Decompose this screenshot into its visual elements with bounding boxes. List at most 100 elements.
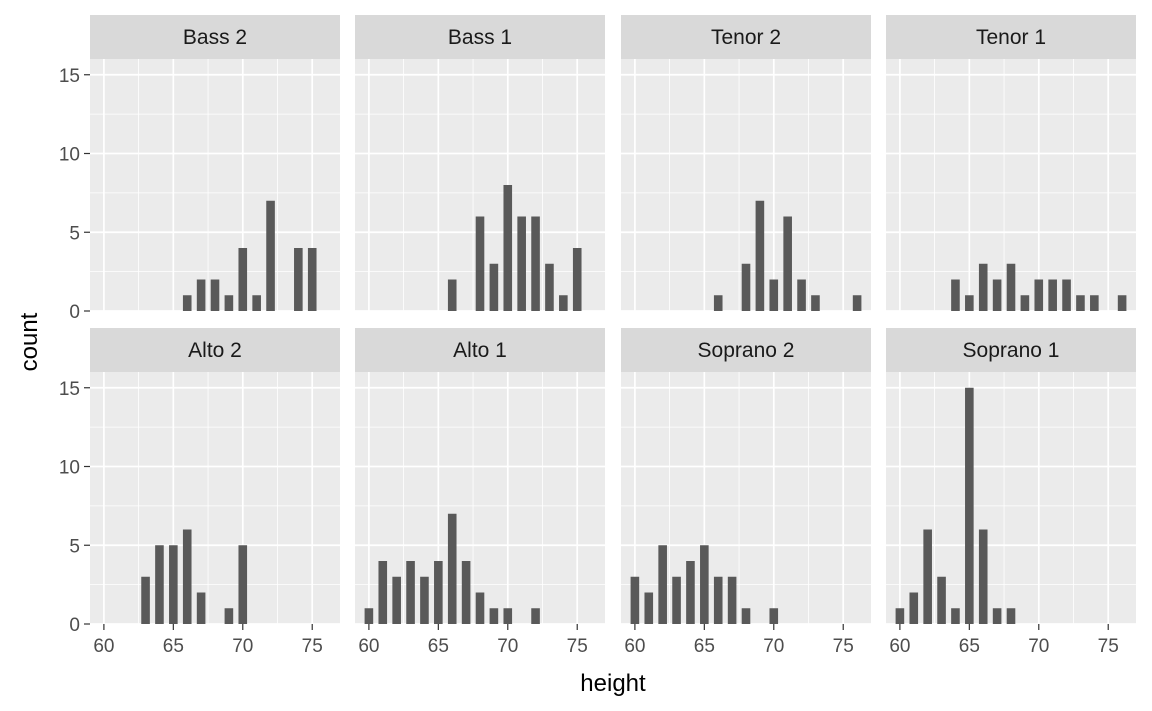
histogram-bar [196,279,206,311]
histogram-bar [406,561,415,624]
histogram-bar [182,529,192,624]
facet-tenor-2: Tenor 2 [621,15,871,312]
histogram-bar [1006,263,1016,311]
histogram-bar [630,576,640,624]
histogram-bar [811,295,820,311]
histogram-bar [224,608,234,624]
facet-strip-label: Alto 2 [188,339,242,362]
histogram-bar [727,576,737,624]
y-tick-label: 5 [69,536,80,557]
histogram-bar [364,608,374,624]
histogram-bar [141,576,150,624]
y-tick-label: 10 [59,458,80,479]
histogram-bar [447,513,457,624]
histogram-bar [1117,295,1127,311]
histogram-bar [307,248,317,311]
histogram-bar [475,216,485,311]
histogram-bar [461,561,471,624]
histogram-bar [531,216,540,311]
x-tick-label: 70 [497,636,518,657]
facet-bass-2: Bass 2 [90,15,340,312]
histogram-bar [992,608,1002,624]
histogram-bar [755,200,765,311]
facet-soprano-2: Soprano 2 [621,328,871,625]
histogram-bar [978,529,988,624]
histogram-bar [503,185,513,311]
histogram-bar [489,263,499,311]
x-tick-label: 75 [1098,636,1119,657]
facet-strip-label: Alto 1 [453,339,507,362]
facet-strip-label: Tenor 1 [976,26,1046,49]
facet-strip [886,328,1136,372]
histogram-bar [644,592,654,624]
facet-strip-label: Soprano 1 [963,339,1060,362]
histogram-bar [155,545,164,624]
histogram-bar [238,248,248,311]
x-tick-label: 70 [763,636,784,657]
histogram-bar [266,200,275,311]
histogram-bar [252,295,261,311]
histogram-bar [783,216,792,311]
x-tick-label: 70 [1028,636,1049,657]
histogram-bar [1020,295,1030,311]
histogram-bar [503,608,513,624]
axes: 0 5 10 15 0 5 10 15 60 65 70 75 60 65 70 75 60 65 70 75 60 65… [59,66,1119,657]
histogram-bar [420,576,429,624]
histogram-bar [769,608,779,624]
histogram-bar [1076,295,1085,311]
panel-background [90,372,340,624]
x-tick-label: 60 [624,636,645,657]
histogram-bar [1090,295,1099,311]
facet-soprano-1: Soprano 1 [886,328,1136,625]
histogram-bar [769,279,779,311]
x-tick-label: 75 [567,636,588,657]
x-tick-label: 60 [93,636,114,657]
y-tick-label: 0 [69,302,80,323]
histogram-bar [559,295,568,311]
y-tick-label: 15 [59,379,80,400]
histogram-bar [182,295,192,311]
facet-bass-1: Bass 1 [355,15,605,312]
x-tick-label: 65 [163,636,184,657]
histogram-bar [196,592,206,624]
histogram-bar [937,576,946,624]
histogram-bar [992,279,1002,311]
histogram-bar [545,263,554,311]
histogram-bar [434,561,443,624]
facet-alto-1: Alto 1 [355,328,605,625]
facet-tenor-1: Tenor 1 [886,15,1136,312]
facet-strip [886,15,1136,59]
histogram-bar [1034,279,1044,311]
histogram-bar [686,561,695,624]
histogram-bar [672,576,681,624]
facet-strip [355,328,605,372]
histogram-bar [741,608,751,624]
facet-panels: Bass 2 Bass 1 Tenor 2 Tenor 1 Alto 2 Alto 1 So… [90,15,1136,625]
histogram-bar [517,216,526,311]
histogram-bar [392,576,401,624]
x-tick-label: 65 [959,636,980,657]
histogram-bar [531,608,540,624]
facet-strip-label: Soprano 2 [698,339,795,362]
histogram-bar [447,279,457,311]
facet-alto-2: Alto 2 [90,328,340,625]
facet-strip-label: Bass 2 [183,26,247,49]
x-tick-label: 65 [428,636,449,657]
histogram-bar [965,295,974,311]
histogram-bar [965,387,974,624]
histogram-bar [852,295,862,311]
histogram-bar [923,529,932,624]
histogram-bar [294,248,303,311]
x-tick-label: 60 [889,636,910,657]
histogram-bar [978,263,988,311]
histogram-bar [658,545,667,624]
histogram-bar [1006,608,1016,624]
facet-strip-label: Bass 1 [448,26,512,49]
y-tick-label: 10 [59,145,80,166]
facet-strip [355,15,605,59]
histogram-bar [475,592,485,624]
y-tick-label: 15 [59,66,80,87]
y-tick-label: 5 [69,223,80,244]
histogram-bar [224,295,234,311]
